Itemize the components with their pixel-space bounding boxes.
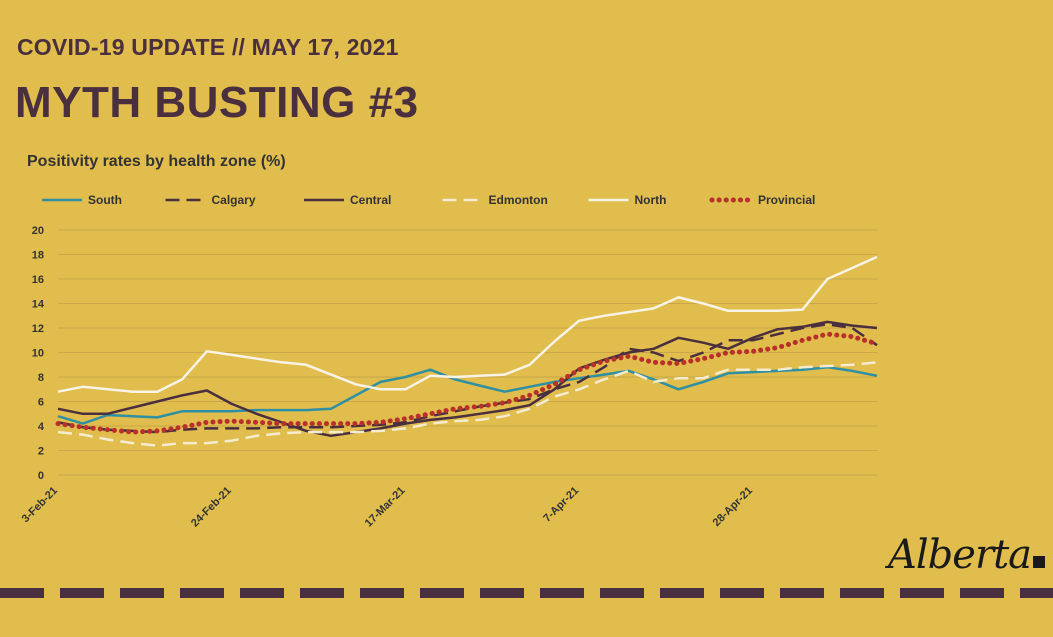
- y-tick-label: 2: [38, 446, 44, 458]
- decorative-dashed-band: [0, 588, 1053, 598]
- legend-label-south: South: [88, 193, 122, 207]
- series-line-provincial: [55, 331, 880, 435]
- legend-label-edmonton: Edmonton: [489, 193, 548, 207]
- y-tick-label: 20: [32, 225, 44, 237]
- chart-title: Positivity rates by health zone (%): [27, 153, 286, 170]
- x-tick-label: 17-Mar-21: [363, 485, 408, 530]
- x-tick-label: 3-Feb-21: [20, 485, 60, 525]
- y-tick-label: 14: [32, 299, 45, 311]
- y-tick-label: 6: [38, 397, 44, 409]
- legend-label-central: Central: [350, 193, 391, 207]
- series-line-south: [57, 365, 878, 425]
- series-line-north: [57, 255, 878, 393]
- y-tick-label: 16: [32, 274, 44, 286]
- series-line-edmonton: [57, 361, 878, 447]
- y-tick-label: 4: [38, 421, 45, 433]
- series-line-central: [57, 320, 878, 438]
- alberta-logo-mark: [1033, 556, 1045, 568]
- footer-area: [0, 598, 1053, 637]
- x-tick-label: 24-Feb-21: [189, 485, 234, 530]
- y-tick-label: 8: [38, 372, 44, 384]
- page-title: MYTH BUSTING #3: [15, 78, 419, 127]
- x-tick-label: 28-Apr-21: [711, 485, 755, 529]
- x-tick-label: 7-Apr-21: [541, 485, 581, 525]
- update-subtitle: COVID-19 UPDATE // MAY 17, 2021: [17, 34, 399, 60]
- legend-label-north: North: [635, 193, 667, 207]
- y-tick-label: 10: [32, 348, 44, 360]
- legend-label-provincial: Provincial: [758, 193, 815, 207]
- y-tick-label: 0: [38, 470, 44, 482]
- y-tick-label: 12: [32, 323, 44, 335]
- positivity-line-chart: 0 2 4 6 8 10 12 14 16 18 20 3-Feb-21 24-Feb-21 17-Mar…: [20, 193, 880, 530]
- alberta-logo: Alberta: [888, 532, 1045, 578]
- alberta-logo-text: Alberta: [888, 532, 1032, 578]
- legend-label-calgary: Calgary: [212, 193, 256, 207]
- y-tick-label: 18: [32, 250, 44, 262]
